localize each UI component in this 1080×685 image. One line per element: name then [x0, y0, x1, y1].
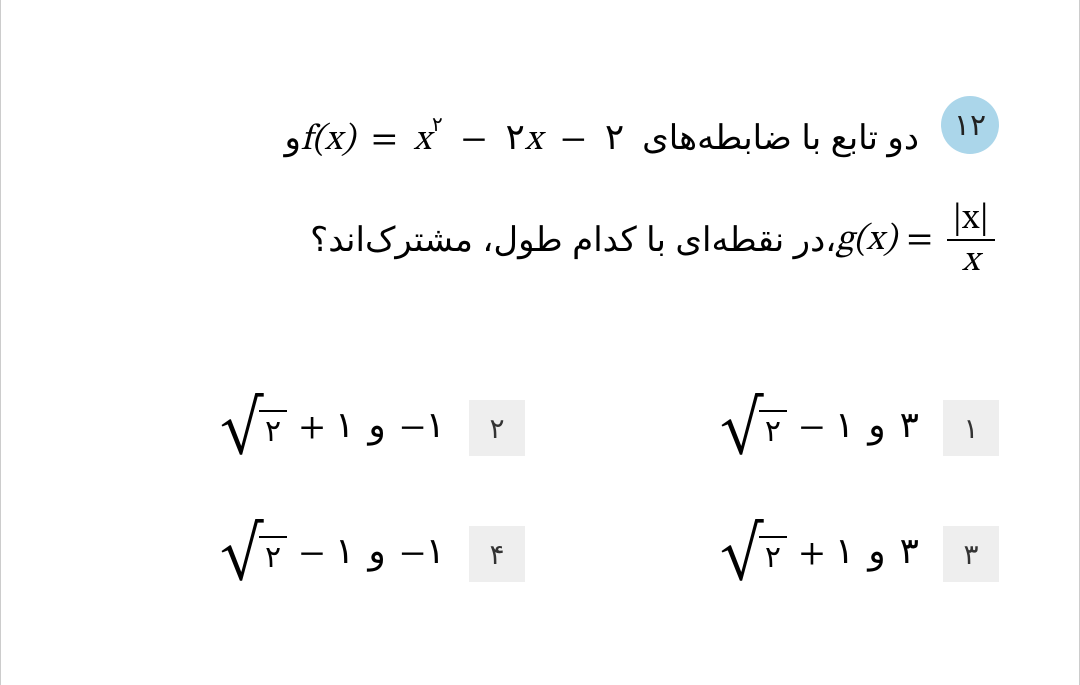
sqrt-icon: √ ۲: [221, 530, 287, 579]
option-body: √ ۲ − ۱ و ۳: [719, 404, 919, 453]
fraction-numerator: |x|: [947, 201, 995, 241]
sqrt-icon: √ ۲: [721, 530, 787, 579]
sqrt-arg: ۲: [759, 536, 787, 579]
options-grid: ۱ √ ۲ − ۱ و ۳ ۲ √ ۲ + ۱ و: [91, 400, 999, 582]
option-number: ۳: [943, 526, 999, 582]
coef-two: ۲: [505, 122, 524, 158]
op-sign: −: [299, 532, 325, 577]
op-left: ۳: [900, 531, 919, 577]
line1-tail-text: و: [284, 119, 300, 157]
sqrt-icon: √ ۲: [721, 404, 787, 453]
option-body: √ ۲ + ۱ و −۱: [219, 404, 445, 453]
line2-rest: در نقطه‌ای با کدام طول، مشترک‌اند؟: [310, 220, 825, 260]
f-equation: f(x) = x۲ − ۲x − ۲: [301, 122, 633, 158]
question-number-badge: ۱۲: [941, 96, 999, 154]
option-number: ۴: [469, 526, 525, 582]
op-right: ۱: [335, 531, 354, 577]
option-1[interactable]: ۱ √ ۲ − ۱ و ۳: [565, 400, 999, 456]
x-var: x: [414, 122, 431, 158]
minus-1: −: [461, 122, 487, 158]
equals-sign-g: =: [907, 218, 933, 263]
equals-sign: =: [371, 122, 397, 158]
x-var-2: x: [525, 122, 542, 158]
op-right: ۱: [835, 405, 854, 451]
op-sign: +: [799, 532, 825, 577]
question-number: ۱۲: [954, 108, 986, 143]
fraction-abs-x-over-x: |x| x: [947, 201, 995, 279]
and-word: و: [868, 531, 885, 577]
sqrt-arg: ۲: [259, 536, 287, 579]
minus-2: −: [561, 122, 587, 158]
op-left: −۱: [400, 405, 445, 451]
op-right: ۱: [335, 405, 354, 451]
const-two: ۲: [605, 122, 624, 158]
g-of-x: g(x): [836, 218, 896, 263]
and-word: و: [868, 405, 885, 451]
x-exponent: ۲: [432, 116, 443, 136]
option-4[interactable]: ۴ √ ۲ − ۱ و −۱: [91, 526, 525, 582]
op-right: ۱: [835, 531, 854, 577]
line2-lead: ،: [825, 220, 836, 260]
op-sign: −: [799, 406, 825, 451]
line1-lead-text: دو تابع با ضابطه‌های: [633, 119, 919, 157]
and-word: و: [368, 405, 385, 451]
sqrt-arg: ۲: [759, 410, 787, 453]
option-number: ۲: [469, 400, 525, 456]
sqrt-arg: ۲: [259, 410, 287, 453]
op-sign: +: [299, 406, 325, 451]
option-number: ۱: [943, 400, 999, 456]
fraction-denominator: x: [956, 241, 985, 279]
g-equation: g(x) = |x| x: [836, 201, 999, 279]
op-left: ۳: [900, 405, 919, 451]
option-body: √ ۲ + ۱ و ۳: [719, 530, 919, 579]
question-line-1: دو تابع با ضابطه‌های f(x) = x۲ − ۲x − ۲ …: [91, 96, 919, 156]
question-line-2: g(x) = |x| x ، در نقطه‌ای با کدام طول، م…: [91, 195, 999, 285]
op-left: −۱: [400, 531, 445, 577]
option-3[interactable]: ۳ √ ۲ + ۱ و ۳: [565, 526, 999, 582]
and-word: و: [368, 531, 385, 577]
sqrt-icon: √ ۲: [221, 404, 287, 453]
f-of-x: f(x): [301, 122, 355, 158]
option-body: √ ۲ − ۱ و −۱: [219, 530, 445, 579]
option-2[interactable]: ۲ √ ۲ + ۱ و −۱: [91, 400, 525, 456]
